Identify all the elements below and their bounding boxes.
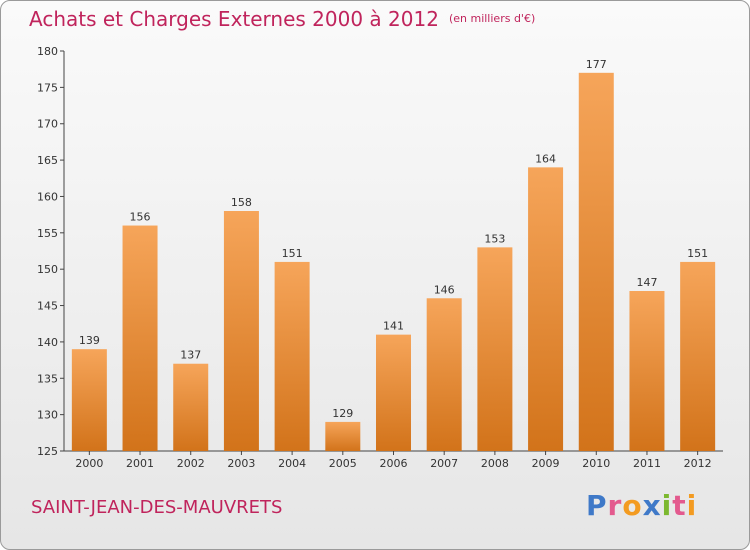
y-tick-label: 125 xyxy=(37,445,58,458)
y-tick-label: 145 xyxy=(37,300,58,313)
logo-letter: r xyxy=(607,489,623,522)
y-tick-label: 180 xyxy=(37,45,58,58)
x-tick-label: 2007 xyxy=(430,457,458,470)
title-unit: (en milliers d'€) xyxy=(448,12,536,25)
x-tick-label: 2005 xyxy=(329,457,357,470)
x-tick-label: 2010 xyxy=(582,457,610,470)
bar xyxy=(376,334,411,451)
bar xyxy=(578,72,614,452)
x-tick-label: 2000 xyxy=(75,457,103,470)
x-tick-label: 2009 xyxy=(532,457,560,470)
y-tick-label: 130 xyxy=(37,409,58,422)
logo-letter: t xyxy=(672,489,687,522)
logo-letter: i xyxy=(661,489,673,522)
bar xyxy=(680,261,716,451)
bar-value-label: 153 xyxy=(484,232,505,245)
bar-value-label: 158 xyxy=(231,196,252,209)
bar-value-label: 177 xyxy=(586,58,607,71)
bar xyxy=(122,225,158,451)
bar xyxy=(173,363,209,451)
title-text: Achats et Charges Externes 2000 à 2012 xyxy=(29,7,439,31)
x-tick-label: 2002 xyxy=(177,457,205,470)
logo-letter: x xyxy=(642,489,662,522)
y-tick-label: 155 xyxy=(37,227,58,240)
bar xyxy=(629,291,665,451)
x-tick-label: 2012 xyxy=(684,457,712,470)
bar-value-label: 129 xyxy=(332,407,353,420)
bar-value-label: 151 xyxy=(282,247,303,260)
x-tick-label: 2003 xyxy=(227,457,255,470)
x-tick-label: 2008 xyxy=(481,457,509,470)
bar-value-label: 141 xyxy=(383,320,404,333)
x-tick-label: 2001 xyxy=(126,457,154,470)
y-tick-label: 160 xyxy=(37,190,58,203)
bar-value-label: 147 xyxy=(636,276,657,289)
bar xyxy=(528,167,564,451)
bar xyxy=(426,298,462,451)
bar xyxy=(71,349,107,451)
logo-letter: P xyxy=(586,489,608,522)
x-tick-label: 2004 xyxy=(278,457,306,470)
bar xyxy=(477,247,513,451)
y-tick-label: 150 xyxy=(37,263,58,276)
bar xyxy=(274,261,310,451)
y-tick-label: 140 xyxy=(37,336,58,349)
x-tick-label: 2011 xyxy=(633,457,661,470)
bar xyxy=(325,421,361,451)
bar-value-label: 151 xyxy=(687,247,708,260)
logo-letter: o xyxy=(622,489,643,522)
bar-value-label: 164 xyxy=(535,152,556,165)
bar-value-label: 146 xyxy=(434,283,455,296)
y-tick-label: 175 xyxy=(37,81,58,94)
y-tick-label: 165 xyxy=(37,154,58,167)
bar-value-label: 139 xyxy=(79,334,100,347)
bar-value-label: 156 xyxy=(130,211,151,224)
proxiti-logo: Proxiti xyxy=(586,489,697,522)
place-name: SAINT-JEAN-DES-MAUVRETS xyxy=(31,497,283,518)
y-tick-label: 170 xyxy=(37,118,58,131)
bar xyxy=(223,211,259,451)
chart-title: Achats et Charges Externes 2000 à 2012 (e… xyxy=(29,7,535,31)
x-tick-label: 2006 xyxy=(380,457,408,470)
bar-value-label: 137 xyxy=(180,349,201,362)
logo-letter: i xyxy=(686,489,698,522)
y-tick-label: 135 xyxy=(37,372,58,385)
